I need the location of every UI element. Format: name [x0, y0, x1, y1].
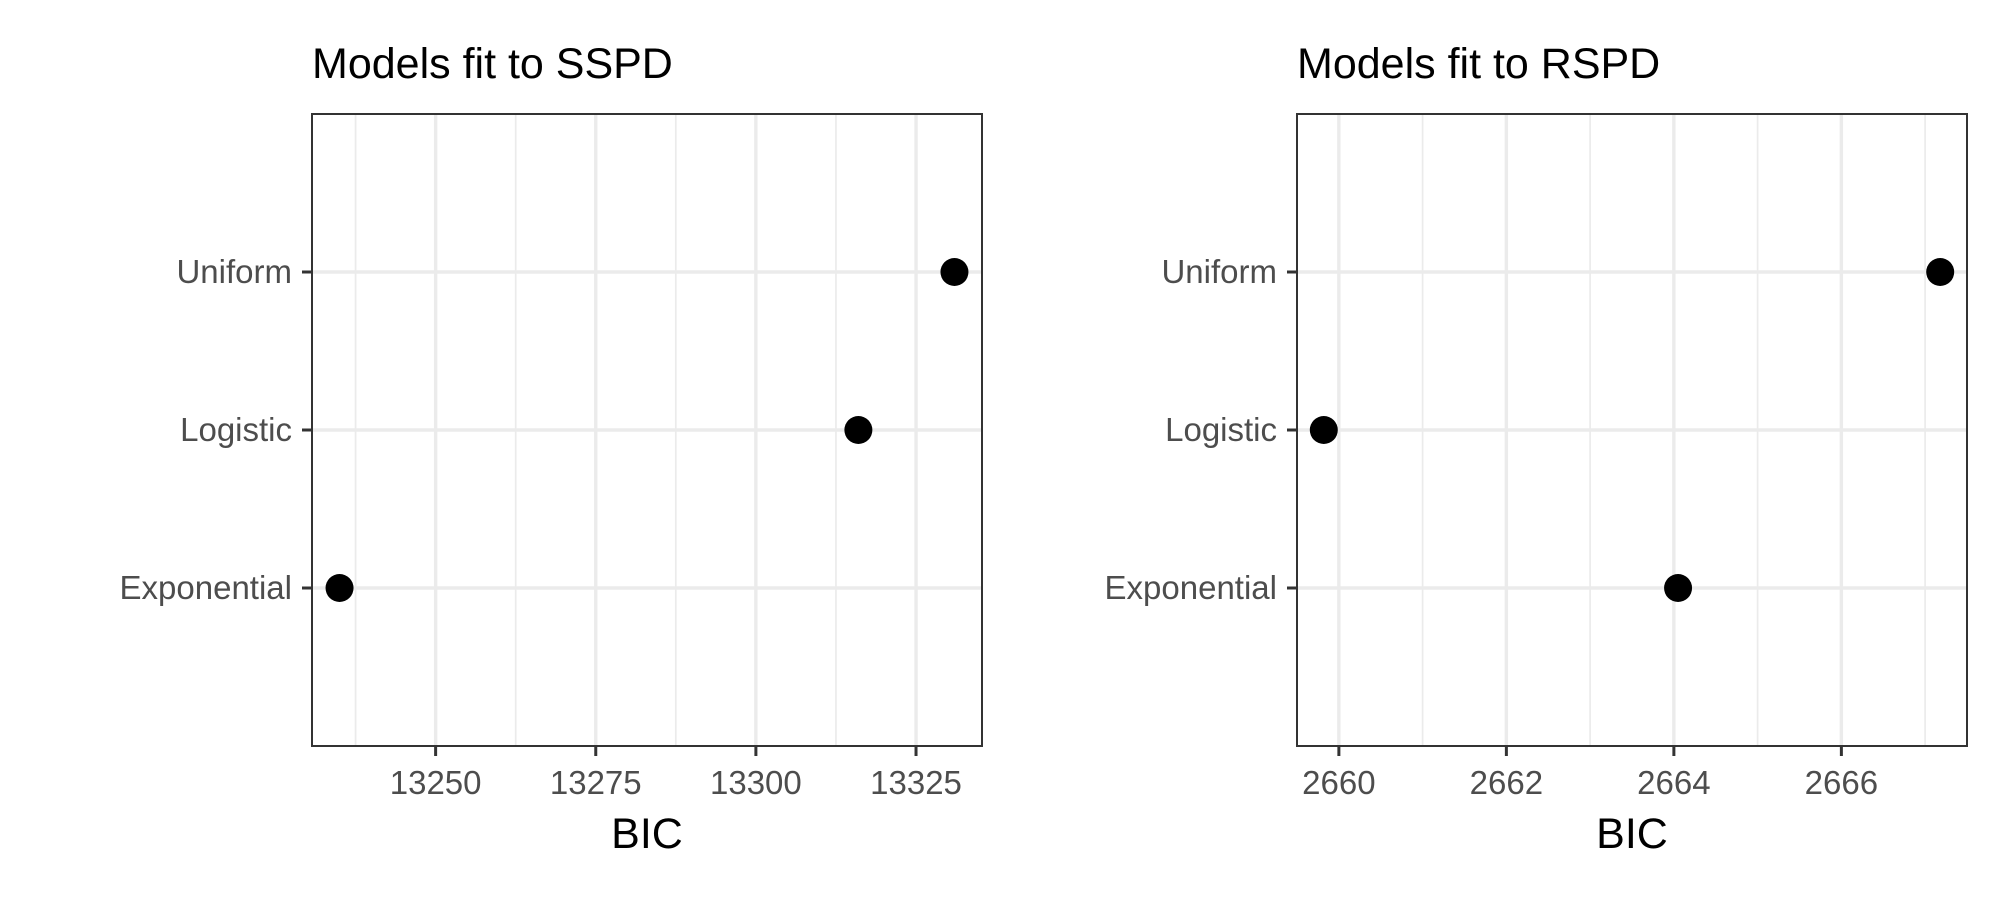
x-tick-label: 13275: [550, 764, 642, 801]
data-point-logistic: [844, 416, 873, 444]
data-point-exponential: [1664, 574, 1693, 602]
data-point-logistic: [1309, 416, 1338, 444]
chart-panel-2: Exponential Logistic Uniform 2660 2662 2664 26…: [1105, 40, 1968, 858]
x-tick-label: 2666: [1805, 764, 1878, 801]
data-point-exponential: [325, 574, 354, 602]
x-tick-label: 13300: [710, 764, 802, 801]
x-tick-label: 2660: [1302, 764, 1375, 801]
data-point-uniform: [940, 258, 969, 286]
data-point-uniform: [1926, 258, 1955, 286]
x-tick-label: 13325: [870, 764, 962, 801]
x-axis-title: BIC: [1596, 810, 1668, 858]
y-tick-label: Uniform: [1161, 253, 1277, 290]
chart-panel-1: Exponential Logistic Uniform 13250 13275 1330…: [120, 40, 983, 858]
chart-title: Models fit to RSPD: [1297, 40, 1660, 88]
y-tick-label: Logistic: [180, 411, 292, 448]
x-tick-label: 2664: [1637, 764, 1710, 801]
x-tick-label: 13250: [390, 764, 482, 801]
y-tick-label: Uniform: [176, 253, 292, 290]
y-tick-label: Exponential: [120, 569, 292, 606]
y-tick-label: Logistic: [1165, 411, 1277, 448]
x-axis-title: BIC: [611, 810, 683, 858]
chart-title: Models fit to SSPD: [312, 40, 673, 88]
y-tick-label: Exponential: [1105, 569, 1277, 606]
x-tick-label: 2662: [1470, 764, 1543, 801]
